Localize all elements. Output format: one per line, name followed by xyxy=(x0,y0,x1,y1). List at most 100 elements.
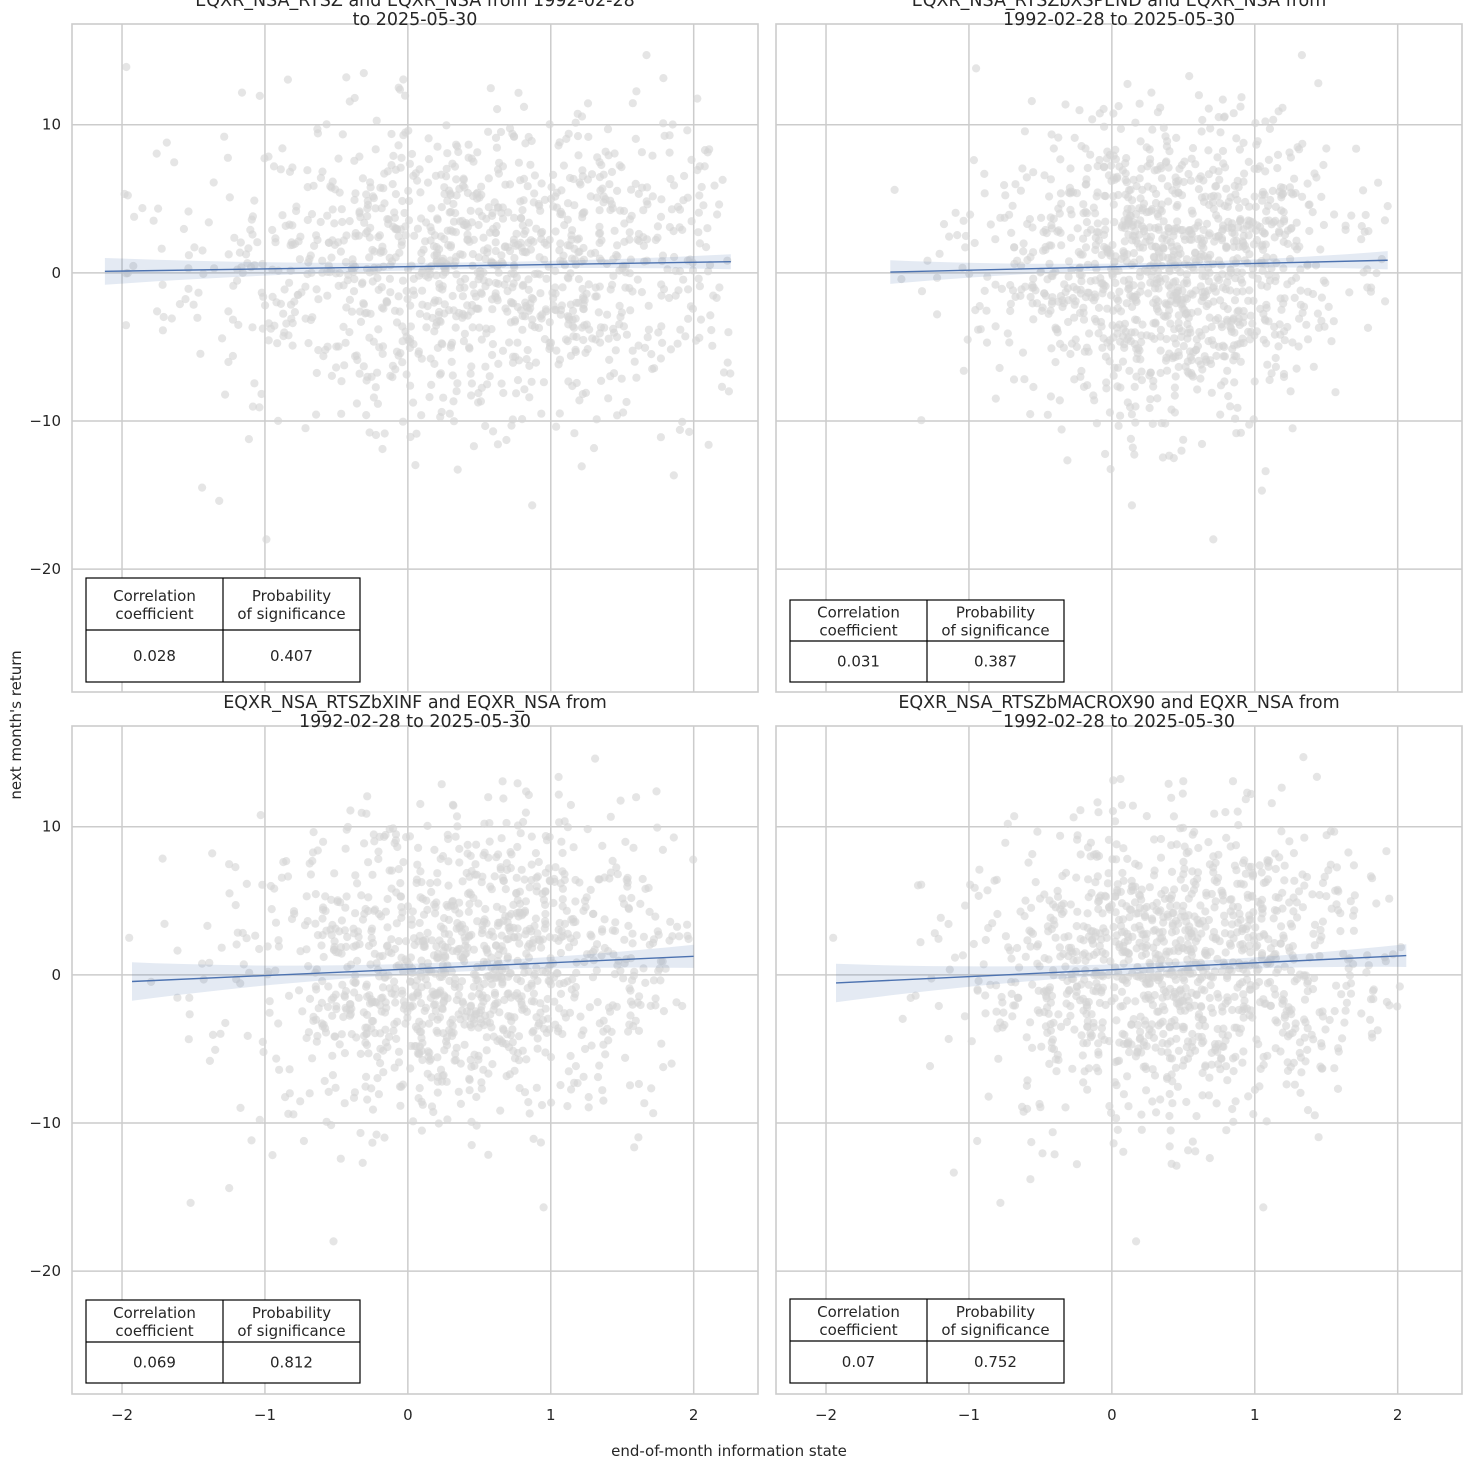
data-point xyxy=(444,241,453,250)
data-point xyxy=(433,1015,442,1024)
data-point xyxy=(427,227,436,236)
data-point xyxy=(1041,242,1050,252)
data-point xyxy=(309,181,318,190)
data-point xyxy=(1084,1064,1093,1073)
data-point xyxy=(536,206,545,215)
data-point xyxy=(253,238,262,247)
stats-table-header: of significance xyxy=(941,622,1049,640)
data-point xyxy=(1163,1048,1172,1057)
data-point xyxy=(706,311,715,320)
data-point xyxy=(1053,892,1063,901)
data-point xyxy=(380,832,389,842)
data-point xyxy=(518,325,527,334)
data-point xyxy=(1123,854,1132,864)
data-point xyxy=(997,284,1007,293)
data-point xyxy=(1119,946,1128,956)
data-point xyxy=(1183,334,1192,343)
data-point xyxy=(1182,294,1191,303)
data-point xyxy=(440,189,449,199)
data-point xyxy=(1075,264,1084,273)
data-point xyxy=(569,938,579,947)
data-point xyxy=(1116,383,1125,392)
data-point xyxy=(1165,1111,1174,1121)
data-point xyxy=(391,984,400,993)
confidence-band xyxy=(890,251,1388,284)
data-point xyxy=(448,291,457,301)
data-point xyxy=(446,226,455,235)
data-point xyxy=(1011,180,1020,189)
data-point xyxy=(385,253,394,262)
data-point xyxy=(363,1095,372,1104)
data-point xyxy=(392,919,401,928)
data-point xyxy=(406,301,415,310)
data-point xyxy=(1222,1126,1231,1135)
data-point xyxy=(1113,304,1122,313)
data-point xyxy=(302,892,311,901)
data-point xyxy=(1079,1039,1088,1048)
data-point xyxy=(362,376,371,385)
data-point xyxy=(1383,202,1392,211)
data-point xyxy=(1141,978,1150,987)
data-point xyxy=(974,976,983,986)
data-point xyxy=(414,1094,423,1103)
data-point xyxy=(467,154,476,163)
data-point xyxy=(1340,1018,1349,1027)
data-point xyxy=(474,220,483,230)
data-point xyxy=(1135,174,1144,183)
data-point xyxy=(122,62,131,72)
data-point xyxy=(278,144,287,153)
data-point xyxy=(1154,907,1163,916)
data-point xyxy=(225,889,234,898)
data-point xyxy=(414,349,423,358)
y-axis-label: next month's return xyxy=(7,650,25,799)
data-point xyxy=(686,255,695,264)
data-point xyxy=(487,953,496,962)
data-point xyxy=(654,930,663,939)
data-point xyxy=(631,134,640,143)
data-point xyxy=(1185,347,1195,356)
data-point xyxy=(521,808,531,817)
data-point xyxy=(1213,954,1222,964)
data-point xyxy=(337,1030,346,1039)
data-point xyxy=(442,172,451,181)
data-point xyxy=(993,909,1002,919)
data-point xyxy=(497,931,506,940)
data-point xyxy=(1277,206,1286,215)
data-point xyxy=(610,226,619,235)
data-point xyxy=(695,162,704,171)
data-point xyxy=(1283,239,1292,248)
data-point xyxy=(1061,868,1071,878)
data-point xyxy=(611,346,620,355)
data-point xyxy=(426,1055,435,1064)
data-point xyxy=(707,326,716,335)
data-point xyxy=(336,943,346,952)
data-point xyxy=(639,964,648,973)
data-point xyxy=(442,164,451,173)
data-point xyxy=(703,148,712,157)
data-point xyxy=(1193,385,1202,394)
data-point xyxy=(332,363,341,372)
data-point xyxy=(666,917,675,926)
data-point xyxy=(1056,831,1065,840)
data-point xyxy=(653,233,662,242)
data-point xyxy=(1137,1125,1146,1134)
data-point xyxy=(409,286,418,295)
data-point xyxy=(648,192,657,201)
data-point xyxy=(520,968,529,977)
data-point xyxy=(558,1029,567,1039)
data-point xyxy=(1331,388,1340,397)
data-point xyxy=(413,860,422,869)
data-point xyxy=(1211,1045,1220,1055)
data-point xyxy=(659,119,668,128)
data-point xyxy=(261,301,270,310)
data-point xyxy=(1382,847,1391,856)
data-point xyxy=(1056,1022,1066,1031)
data-point xyxy=(1322,831,1331,840)
data-point xyxy=(1097,322,1106,331)
data-point xyxy=(432,1026,441,1035)
data-point xyxy=(1157,164,1166,173)
data-point xyxy=(496,863,505,872)
data-point xyxy=(1198,1068,1207,1078)
data-point xyxy=(1108,855,1117,864)
